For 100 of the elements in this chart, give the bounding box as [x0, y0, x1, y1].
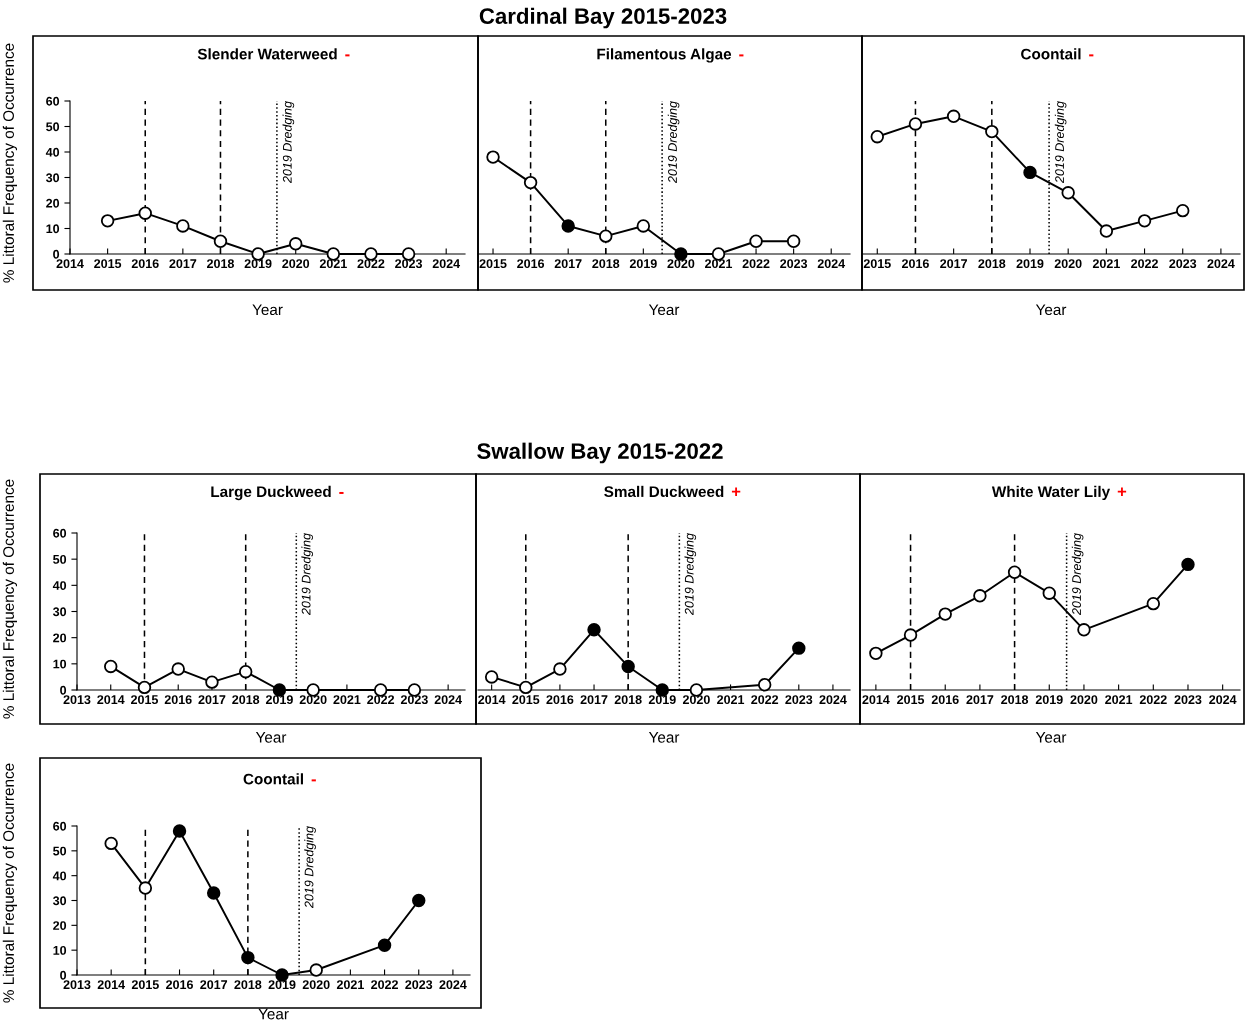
y-tick-label: 20	[46, 198, 60, 208]
x-tick-label: 2019	[1035, 695, 1063, 705]
point	[171, 662, 185, 676]
point	[523, 175, 538, 190]
y-axis-title: % Littoral Frequency of Occurrence	[2, 763, 17, 1003]
x-tick-label: 2016	[131, 259, 159, 269]
x-axis-title: Year	[648, 304, 680, 316]
x-tick-label: 2022	[357, 259, 385, 269]
x-tick-label: 2023	[1174, 695, 1202, 705]
x-tick-label: 2017	[200, 980, 228, 990]
x-axis-title: Year	[252, 304, 283, 316]
point	[869, 646, 883, 661]
x-tick-label: 2020	[282, 259, 310, 269]
x-axis-title: Year	[255, 732, 287, 743]
point	[377, 938, 392, 952]
y-tick-label: 0	[60, 685, 67, 695]
y-tick-label: 40	[52, 581, 67, 590]
y-tick-label: 40	[52, 871, 67, 881]
y-tick-label: 30	[45, 173, 60, 183]
x-tick-label: 2020	[1070, 695, 1098, 705]
y-axis-title: % Littoral Frequency of Occurrence	[2, 479, 17, 719]
point	[757, 678, 772, 692]
point	[561, 219, 575, 233]
text: -	[345, 54, 350, 57]
x-tick-label: 2023	[780, 259, 808, 269]
point	[484, 670, 499, 684]
text: +	[731, 487, 741, 496]
text: -	[1089, 54, 1094, 57]
x-tick-label: 2020	[1054, 259, 1082, 269]
x-tick-label: 2016	[546, 695, 574, 705]
x-tick-label: 2019	[648, 695, 676, 705]
x-tick-label: 2021	[319, 259, 347, 269]
point	[792, 641, 806, 655]
point	[599, 229, 613, 243]
x-tick-label: 2021	[705, 259, 733, 269]
y-tick-label: 50	[46, 122, 60, 132]
point	[973, 589, 987, 603]
point	[1176, 203, 1190, 218]
y-tick-label: 20	[53, 633, 67, 643]
point	[786, 234, 801, 248]
x-tick-label: 2016	[931, 695, 959, 705]
x-tick-label: 2022	[367, 695, 395, 705]
point	[587, 623, 601, 637]
x-axis-title: Year	[648, 732, 680, 743]
x-tick-label: 2014	[862, 695, 890, 705]
point	[205, 675, 219, 689]
chart-title: Slender Waterweed	[197, 48, 337, 60]
x-tick-label: 2016	[164, 695, 192, 705]
ref-line-label: 2019 Dredging	[684, 533, 697, 616]
point	[288, 237, 303, 251]
x-tick-label: 2020	[682, 695, 710, 705]
point	[1023, 165, 1037, 180]
x-tick-label: 2021	[336, 980, 364, 990]
x-tick-label: 2014	[97, 695, 125, 705]
y-axis-title: % Littoral Frequency of Occurrence	[2, 43, 17, 283]
y-tick-label: 60	[46, 96, 60, 106]
y-tick-label: 0	[53, 249, 60, 259]
point	[104, 659, 118, 674]
x-tick-label: 2023	[400, 695, 428, 705]
x-tick-label: 2021	[717, 695, 745, 705]
x-tick-label: 2019	[268, 980, 296, 990]
x-tick-label: 2022	[742, 259, 770, 269]
point	[1007, 565, 1022, 579]
chart-title: Coontail	[1021, 48, 1081, 60]
y-tick-label: 20	[53, 921, 67, 930]
y-tick-label: 10	[53, 945, 67, 955]
x-tick-label: 2015	[479, 259, 507, 269]
x-tick-label: 2014	[56, 259, 84, 269]
x-tick-label: 2015	[131, 695, 159, 705]
point	[1099, 224, 1114, 238]
x-tick-label: 2018	[1001, 695, 1029, 705]
x-tick-label: 2024	[1209, 695, 1237, 705]
point	[985, 124, 999, 139]
x-tick-label: 2020	[667, 259, 695, 269]
x-tick-label: 2024	[819, 695, 847, 705]
y-tick-label: 30	[52, 607, 67, 617]
chart-title: Coontail	[243, 773, 303, 785]
point	[1146, 596, 1161, 611]
y-tick-label: 40	[45, 147, 60, 157]
point	[870, 129, 884, 144]
text: -	[339, 491, 344, 494]
point	[621, 659, 635, 674]
x-tick-label: 2013	[63, 980, 91, 990]
x-tick-label: 2022	[371, 980, 398, 990]
point	[749, 234, 763, 248]
y-tick-label: 30	[52, 896, 67, 906]
y-tick-label: 0	[60, 970, 67, 980]
x-tick-label: 2018	[592, 259, 620, 269]
x-tick-label: 2015	[863, 259, 891, 269]
point	[1042, 586, 1056, 600]
x-tick-label: 2024	[1207, 259, 1235, 269]
ref-line-label: 2019 Dredging	[1054, 101, 1067, 184]
x-tick-label: 2024	[439, 980, 467, 990]
point	[309, 963, 323, 977]
ref-line-label: 2019 Dredging	[1071, 533, 1084, 616]
x-tick-label: 2014	[97, 980, 126, 990]
point	[104, 836, 118, 851]
point	[938, 607, 952, 621]
x-tick-label: 2018	[234, 980, 262, 990]
x-axis-title: Year	[258, 1008, 289, 1020]
